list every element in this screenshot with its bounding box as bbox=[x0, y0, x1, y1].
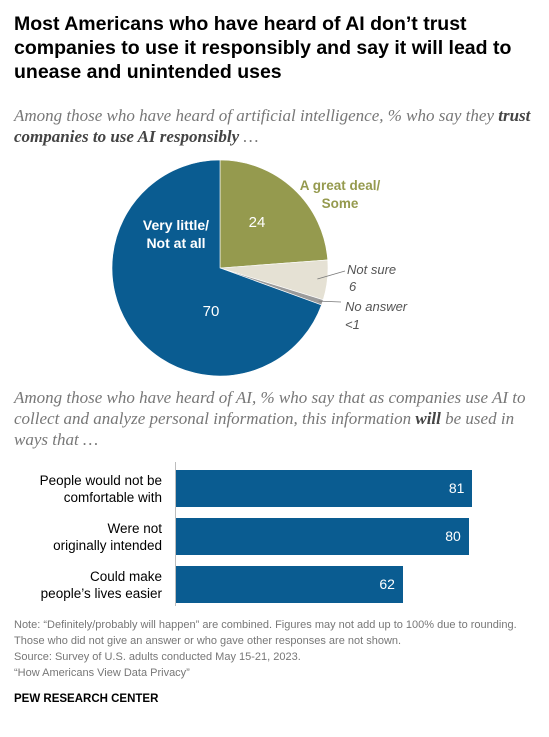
bar-label-1: Were not originally intended bbox=[14, 520, 162, 554]
pie-subtitle-ellipsis: … bbox=[239, 127, 259, 146]
pie-leader-not-sure bbox=[317, 270, 346, 280]
bar-subtitle-text: Among those who have heard of AI, % who … bbox=[14, 388, 526, 428]
pie-slice-3 bbox=[111, 159, 322, 377]
pie-leader-no-answer bbox=[318, 300, 342, 303]
bar-label-0: People would not be comfortable with bbox=[14, 472, 162, 506]
note-text: Note: “Definitely/probably will happen” … bbox=[14, 619, 517, 647]
pie-label-very-little-line2: Not at all bbox=[146, 235, 205, 251]
bar-label-line: Were not bbox=[107, 521, 162, 536]
source-text: Source: Survey of U.S. adults conducted … bbox=[14, 651, 301, 663]
pie-value-great-deal: 24 bbox=[249, 214, 266, 231]
bar-1: 80 bbox=[176, 518, 469, 555]
bar-label-line: Could make bbox=[89, 569, 162, 584]
bar-axis-line bbox=[175, 462, 176, 606]
bar-value-label: 81 bbox=[448, 480, 465, 496]
pie-label-very-little-line1: Very little/ bbox=[143, 217, 209, 233]
pie-subtitle-text: Among those who have heard of artificial… bbox=[14, 106, 499, 125]
pie-slice-0 bbox=[219, 159, 329, 269]
chart-title: Most Americans who have heard of AI don’… bbox=[14, 13, 512, 83]
org-name: PEW RESEARCH CENTER bbox=[14, 693, 159, 705]
pie-value-no-answer: <1 bbox=[345, 317, 360, 332]
bar-label-2: Could make people’s lives easier bbox=[14, 568, 162, 602]
bar-label-line: originally intended bbox=[53, 538, 162, 553]
bar-subtitle-ellipsis: be used in ways that … bbox=[14, 409, 515, 449]
bar-value-label: 80 bbox=[445, 528, 461, 544]
bar-0: 81 bbox=[176, 470, 473, 507]
bar-subtitle-emphasis: will bbox=[415, 409, 441, 428]
pie-label-great-deal-line2: Some bbox=[322, 196, 359, 211]
pie-label-not-sure: Not sure bbox=[347, 262, 396, 277]
pie-subtitle: Among those who have heard of artificial… bbox=[14, 105, 534, 147]
pie-label-great-deal-line1: A great deal/ bbox=[300, 178, 381, 193]
bar-2: 62 bbox=[176, 566, 403, 603]
footnote: Note: “Definitely/probably will happen” … bbox=[14, 617, 539, 681]
bar-label-line: people’s lives easier bbox=[40, 586, 162, 601]
pie-label-no-answer: No answer bbox=[345, 299, 408, 314]
pie-chart-area: 24 A great deal/Some Not sure 6 No answer <1 V… bbox=[0, 155, 549, 385]
pie-subtitle-emphasis: trust companies to use AI responsibly bbox=[14, 106, 531, 146]
bar-label-line: People would not be bbox=[39, 473, 162, 488]
pie-value-not-sure: 6 bbox=[349, 279, 357, 294]
pie-value-very-little: 70 bbox=[203, 303, 220, 320]
bar-label-line: comfortable with bbox=[63, 490, 162, 505]
bar-value-label: 62 bbox=[379, 576, 395, 592]
pie-chart: 24 A great deal/Some Not sure 6 No answer <1 V… bbox=[111, 159, 408, 377]
report-text: “How Americans View Data Privacy” bbox=[14, 667, 190, 679]
bar-subtitle: Among those who have heard of AI, % who … bbox=[14, 387, 534, 450]
